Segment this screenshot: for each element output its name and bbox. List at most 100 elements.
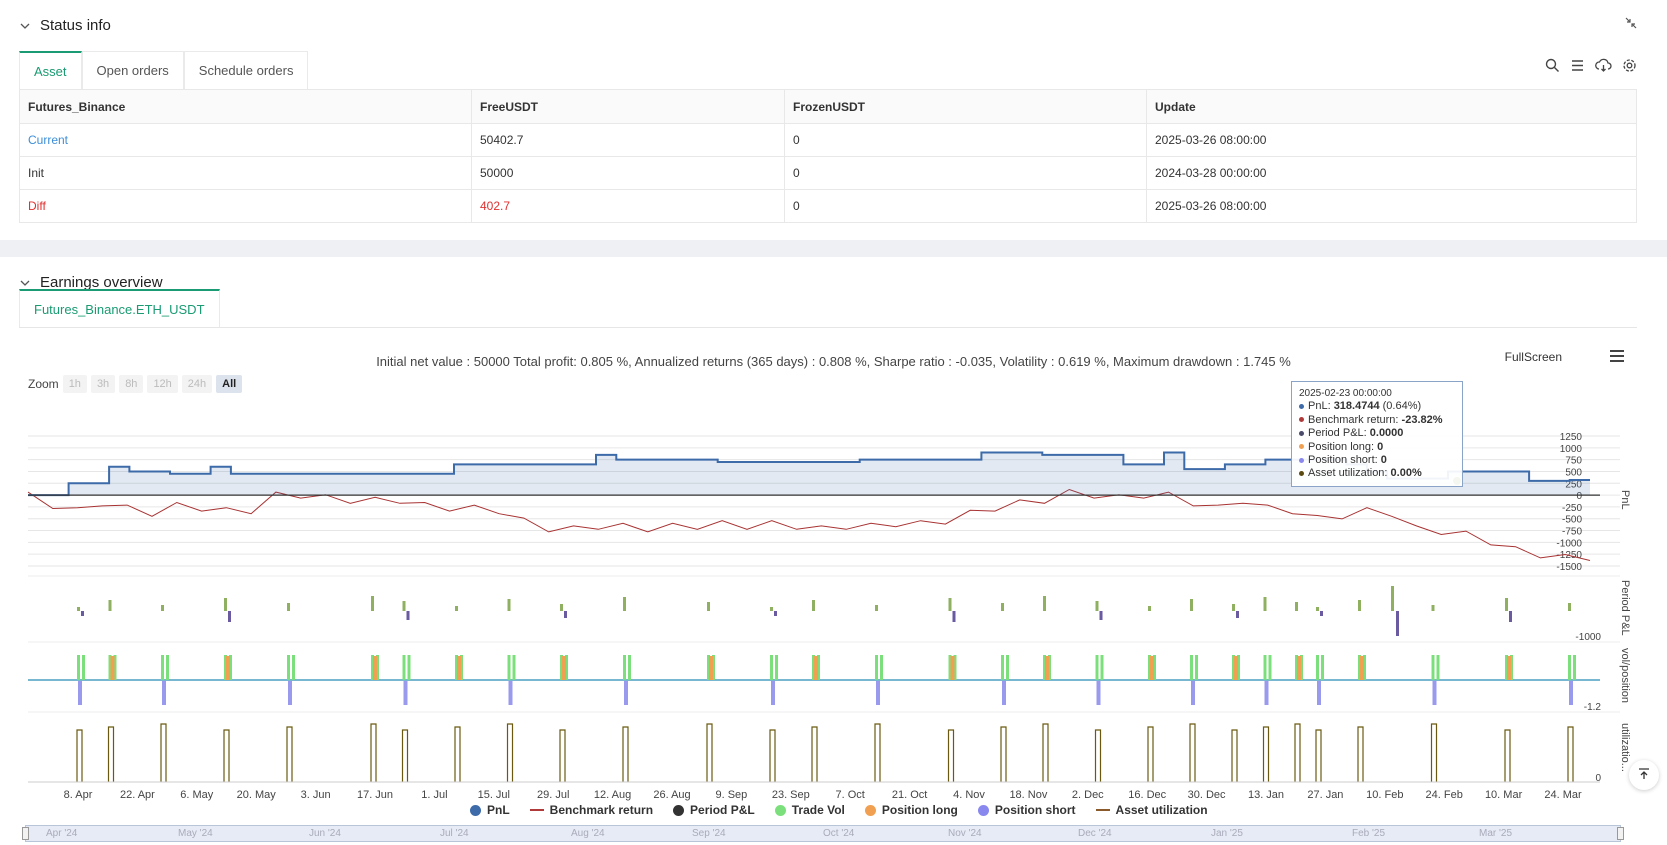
position-short-bar (771, 681, 775, 705)
chart-menu-icon[interactable] (1609, 349, 1625, 363)
asset-utilization-bar (401, 729, 409, 782)
zoom-1h-button[interactable]: 1h (62, 375, 87, 393)
period-pnl-bar (1148, 606, 1151, 611)
trade-vol-bar (229, 655, 232, 680)
legend-label: Period P&L (690, 803, 755, 817)
row-current-label[interactable]: Current (19, 123, 472, 157)
x-axis-tick: 20. May (237, 789, 277, 801)
asset-utilization-bar (1000, 726, 1007, 782)
tooltip-line: Asset utilization: 0.00% (1299, 467, 1455, 480)
legend-marker-icon (1095, 809, 1110, 811)
cell: 2025-03-26 08:00:00 (1146, 123, 1637, 157)
asset-utilization-bar (1094, 729, 1102, 782)
trade-vol-bar (1436, 655, 1440, 680)
table-toolbar (1545, 58, 1637, 73)
x-axis-tick: 21. Oct (892, 789, 927, 801)
collapse-icon[interactable] (1625, 16, 1637, 32)
cell: 0 (784, 189, 1147, 223)
position-long-bar (709, 656, 713, 680)
trade-vol-bar (875, 655, 878, 680)
fullscreen-button[interactable]: FullScreen (1504, 350, 1562, 364)
trade-vol-bar (287, 655, 290, 680)
zoom-3h-button[interactable]: 3h (90, 375, 116, 393)
trade-vol-bar (770, 655, 773, 680)
asset-table: Futures_Binance FreeUSDT FrozenUSDT Upda… (19, 89, 1637, 223)
position-long-bar (1297, 656, 1301, 680)
tab-asset[interactable]: Asset (19, 51, 82, 89)
legend-item[interactable]: Period P&L (673, 803, 755, 817)
trade-vol-bar (407, 655, 411, 680)
period-pnl-bar (770, 607, 773, 611)
trade-vol-bar (565, 655, 568, 680)
tooltip-line: Period P&L: 0.0000 (1299, 427, 1455, 440)
scroll-to-top-button[interactable] (1629, 760, 1659, 790)
period-pnl-bar (1099, 611, 1103, 620)
chevron-down-icon (20, 23, 30, 29)
cell: 0 (784, 123, 1147, 157)
trade-vol-bar (1321, 655, 1324, 680)
navigator-label: Jan '25 (1211, 828, 1243, 839)
status-info-header[interactable]: Status info (20, 17, 111, 34)
zoom-label: Zoom (28, 377, 59, 391)
trade-vol-bar (402, 655, 406, 680)
earnings-header[interactable]: Earnings overview (20, 274, 163, 291)
legend-item[interactable]: Asset utilization (1095, 803, 1208, 817)
legend-item[interactable]: PnL (470, 803, 510, 817)
tooltip-line: Position short: 0 (1299, 454, 1455, 467)
trade-vol-bar (1100, 655, 1104, 680)
trade-vol-bar (1300, 655, 1303, 680)
asset-utilization-bar (706, 723, 713, 782)
zoom-24h-button[interactable]: 24h (181, 375, 213, 393)
cloud-download-icon[interactable] (1595, 58, 1612, 73)
tab-schedule-orders[interactable]: Schedule orders (183, 51, 309, 89)
period-pnl-bar (406, 611, 410, 620)
period-pnl-bar (1232, 604, 1235, 611)
cell: 50402.7 (471, 123, 785, 157)
trade-vol-bar (623, 655, 626, 680)
legend-item[interactable]: Trade Vol (774, 803, 845, 817)
legend-item[interactable]: Benchmark return (529, 803, 654, 817)
x-axis-tick: 18. Nov (1009, 789, 1047, 801)
navigator-label: Oct '24 (823, 828, 855, 839)
tab-futures-binance-eth-usdt[interactable]: Futures_Binance.ETH_USDT (19, 289, 220, 327)
earnings-title: Earnings overview (40, 274, 163, 291)
period-pnl-bar (228, 611, 231, 622)
earnings-chart[interactable]: 125010007505002500-250-500-750-1000-1250… (0, 257, 1667, 845)
zoom-8h-button[interactable]: 8h (119, 375, 144, 393)
trade-vol-bar (376, 655, 379, 680)
tab-open-orders[interactable]: Open orders (81, 51, 184, 89)
legend-label: Benchmark return (549, 803, 654, 817)
navigator-label: Feb '25 (1352, 828, 1386, 839)
period-pnl-bar (560, 604, 563, 611)
asset-utilization-bar (1147, 726, 1154, 782)
pnl-axis-tick: 250 (1565, 479, 1582, 490)
legend-item[interactable]: Position short (977, 803, 1076, 817)
legend-marker-icon (673, 804, 685, 816)
range-navigator[interactable]: Apr '24 May '24 Jun '24 Jul '24 Aug '24 Sep '… (22, 825, 1624, 842)
list-icon[interactable] (1570, 58, 1585, 73)
legend-label: Asset utilization (1115, 803, 1208, 817)
zoom-all-button[interactable]: All (216, 375, 243, 393)
cell: 0 (784, 156, 1147, 190)
navigator-label: Sep '24 (692, 828, 726, 839)
zoom-12h-button[interactable]: 12h (147, 375, 178, 393)
period-pnl-bar (875, 605, 878, 611)
pnl-axis-tick: -1500 (1556, 562, 1582, 573)
earnings-tabs: Futures_Binance.ETH_USDT (19, 289, 1637, 328)
chart-tooltip: 2025-02-23 00:00:00 PnL: 318.4744 (0.64%… (1291, 381, 1463, 487)
navigator-handle-left[interactable] (22, 827, 29, 840)
position-short-bar (1264, 681, 1269, 705)
row-diff-label: Diff (19, 189, 472, 223)
gear-icon[interactable] (1622, 58, 1637, 73)
position-short-bar (403, 681, 408, 705)
navigator-label: Aug '24 (571, 828, 605, 839)
tooltip-label: Period P&L: (1308, 427, 1370, 440)
search-icon[interactable] (1545, 58, 1560, 73)
period-pnl-bar (371, 596, 374, 611)
period-pnl-bar (952, 611, 956, 622)
navigator-handle-right[interactable] (1617, 827, 1624, 840)
period-pnl-bar (1295, 602, 1298, 611)
period-pnl-bar (1358, 600, 1361, 611)
legend-item[interactable]: Position long (864, 803, 958, 817)
legend-label: Trade Vol (791, 803, 845, 817)
